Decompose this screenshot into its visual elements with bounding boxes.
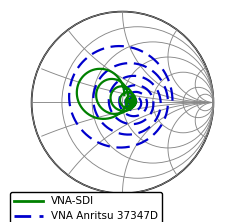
Legend: VNA-SDI, VNA Anritsu 37347D: VNA-SDI, VNA Anritsu 37347D xyxy=(10,192,162,222)
